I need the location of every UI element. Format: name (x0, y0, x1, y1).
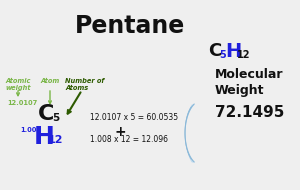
Text: 1.008: 1.008 (20, 127, 41, 133)
Text: 12.0107: 12.0107 (7, 100, 37, 106)
Text: C: C (208, 42, 221, 60)
Text: Weight: Weight (215, 84, 265, 97)
Text: +: + (115, 125, 127, 139)
Text: 5: 5 (52, 113, 59, 123)
Text: 12: 12 (48, 135, 64, 145)
Text: 12: 12 (237, 50, 250, 60)
Text: 72.1495: 72.1495 (215, 105, 284, 120)
Text: 12.0107 x 5 = 60.0535: 12.0107 x 5 = 60.0535 (90, 113, 178, 122)
Text: Number of
Atoms: Number of Atoms (65, 78, 104, 90)
Text: H: H (225, 42, 241, 61)
Text: 5: 5 (219, 50, 226, 60)
Text: Atomic
weight: Atomic weight (5, 78, 31, 91)
Text: Molecular: Molecular (215, 68, 284, 81)
Text: 1.008 x 12 = 12.096: 1.008 x 12 = 12.096 (90, 135, 168, 144)
Text: Atom: Atom (40, 78, 59, 84)
Text: C: C (38, 104, 54, 124)
Text: Pentane: Pentane (75, 14, 185, 38)
Text: H: H (34, 125, 55, 149)
